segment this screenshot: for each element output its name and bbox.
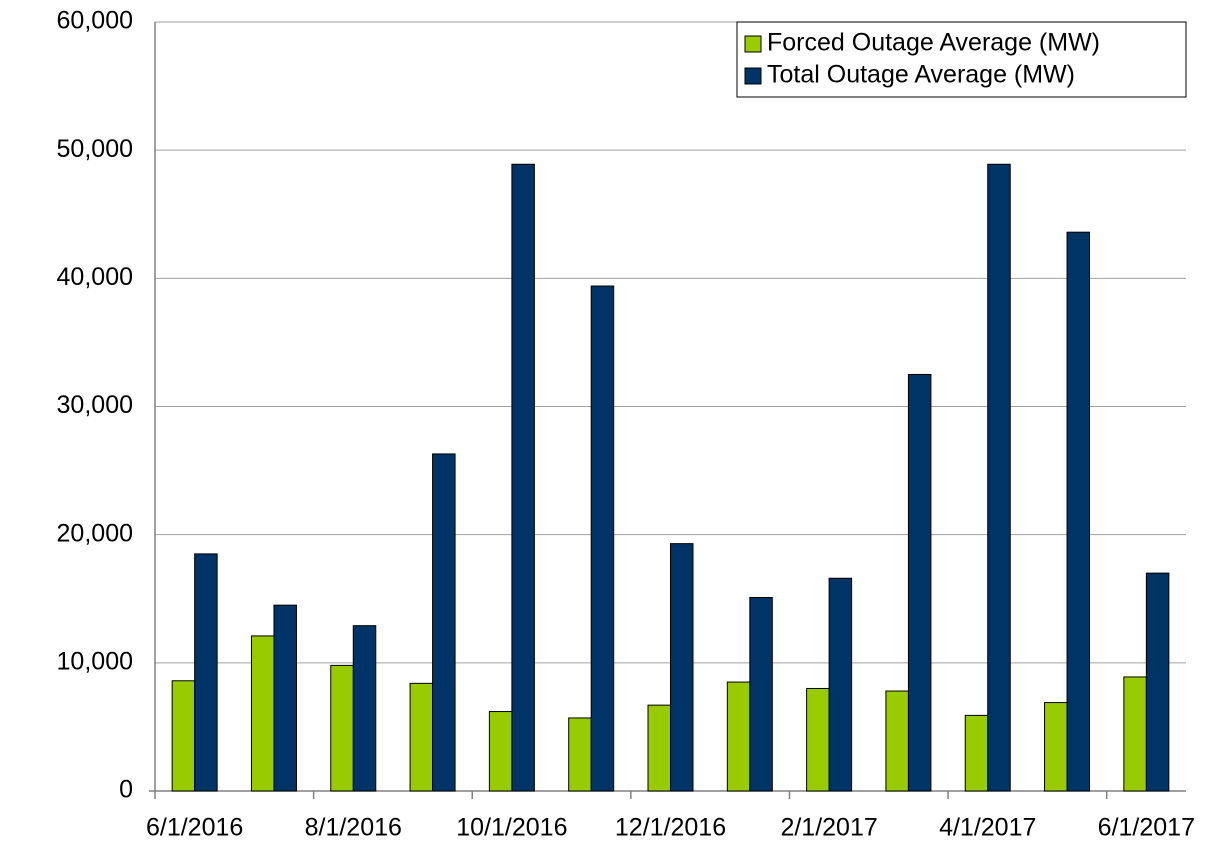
y-tick-label: 50,000 (57, 135, 133, 163)
bar (409, 682, 434, 792)
x-tick-label: 12/1/2016 (615, 814, 726, 842)
legend-box (736, 21, 1187, 98)
legend-label: Total Outage Average (MW) (767, 61, 1075, 89)
y-tick-label: 20,000 (57, 519, 133, 547)
x-tick-label: 8/1/2016 (305, 814, 402, 842)
bar (806, 687, 830, 792)
bar (987, 163, 1011, 792)
bar (488, 711, 513, 792)
legend-swatch (744, 35, 762, 53)
y-tick-label: 60,000 (57, 7, 133, 35)
x-tick-label: 6/1/2016 (146, 814, 243, 842)
bar (647, 704, 671, 792)
bar (194, 553, 218, 792)
bar (1044, 702, 1068, 792)
bar (1145, 572, 1170, 792)
bar (171, 680, 196, 792)
y-tick-label: 0 (119, 776, 133, 804)
bar (352, 625, 377, 792)
x-tick-label: 2/1/2017 (780, 814, 877, 842)
bar (726, 681, 751, 792)
x-tick-label: 10/1/2016 (456, 814, 567, 842)
bar (1123, 676, 1147, 792)
bar (670, 543, 694, 792)
bar (590, 285, 615, 792)
bar (1066, 231, 1091, 792)
legend-swatch (744, 67, 762, 85)
bar (828, 577, 853, 792)
bar (511, 163, 535, 792)
legend-label: Forced Outage Average (MW) (767, 29, 1100, 57)
bar (568, 717, 592, 792)
y-tick-label: 30,000 (57, 391, 133, 419)
x-tick-label: 6/1/2017 (1098, 814, 1195, 842)
bar (885, 690, 909, 792)
bar (964, 714, 989, 792)
y-tick-label: 40,000 (57, 263, 133, 291)
bar (432, 453, 456, 792)
bar (907, 373, 932, 792)
bar (330, 664, 354, 792)
bar (273, 604, 297, 792)
y-tick-label: 10,000 (57, 647, 133, 675)
bar (749, 596, 773, 792)
x-tick-label: 4/1/2017 (939, 814, 1036, 842)
bar (250, 635, 275, 792)
